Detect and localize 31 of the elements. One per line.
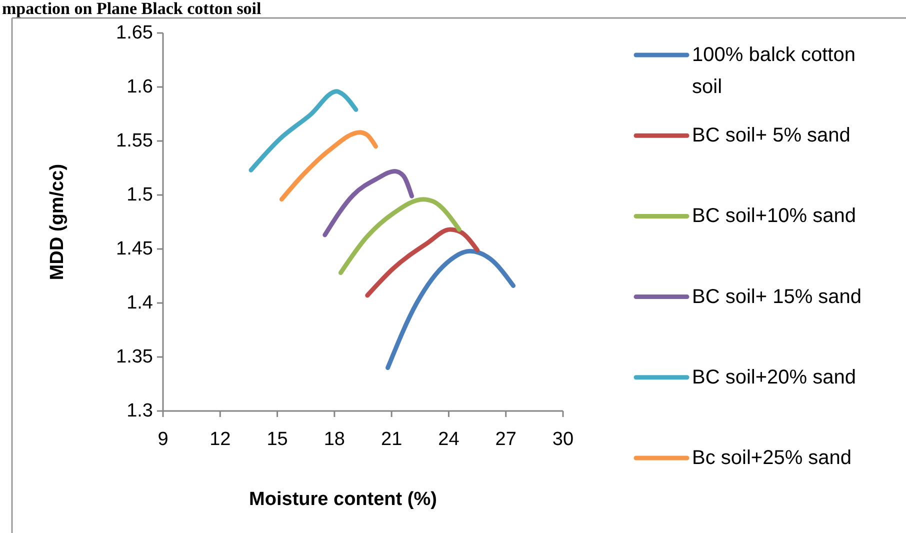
- legend-label: BC soil+10% sand: [692, 205, 856, 228]
- legend-label: BC soil+ 15% sand: [692, 286, 862, 308]
- legend-label: BC soil+20% sand: [692, 366, 856, 388]
- x-axis-title: Moisture content (%): [249, 489, 437, 510]
- y-tick-label: 1.55: [116, 130, 153, 152]
- y-tick-label: 1.4: [126, 292, 154, 314]
- y-tick-label: 1.5: [126, 184, 153, 206]
- x-tick-label: 12: [210, 429, 231, 450]
- x-tick-label: 27: [495, 429, 516, 450]
- y-tick-label: 1.6: [126, 76, 153, 98]
- y-axis-title: MDD (gm/cc): [47, 164, 68, 280]
- line-series: [248, 89, 358, 172]
- line-series: [279, 130, 378, 202]
- x-tick-label: 15: [266, 429, 288, 450]
- line-series: [338, 197, 462, 276]
- x-tick-label: 30: [552, 429, 574, 450]
- x-tick-label: 9: [158, 429, 168, 450]
- legend-label: BC soil+ 5% sand: [692, 124, 850, 147]
- y-tick-label: 1.45: [116, 238, 153, 260]
- y-tick-label: 1.35: [116, 346, 153, 368]
- legend-label: 100% balck cotton soil: [692, 44, 856, 98]
- legend-label: Bc soil+25% sand: [692, 447, 852, 469]
- x-tick-label: 21: [381, 429, 402, 450]
- y-tick-label: 1.3: [126, 400, 153, 422]
- line-series: [322, 168, 414, 238]
- y-tick-label: 1.65: [116, 22, 153, 44]
- x-tick-label: 24: [438, 429, 460, 450]
- line-series: [365, 227, 480, 298]
- chart-title: mpaction on Plane Black cotton soil: [2, 0, 262, 18]
- x-tick-label: 18: [324, 429, 345, 450]
- line-series: [386, 248, 516, 370]
